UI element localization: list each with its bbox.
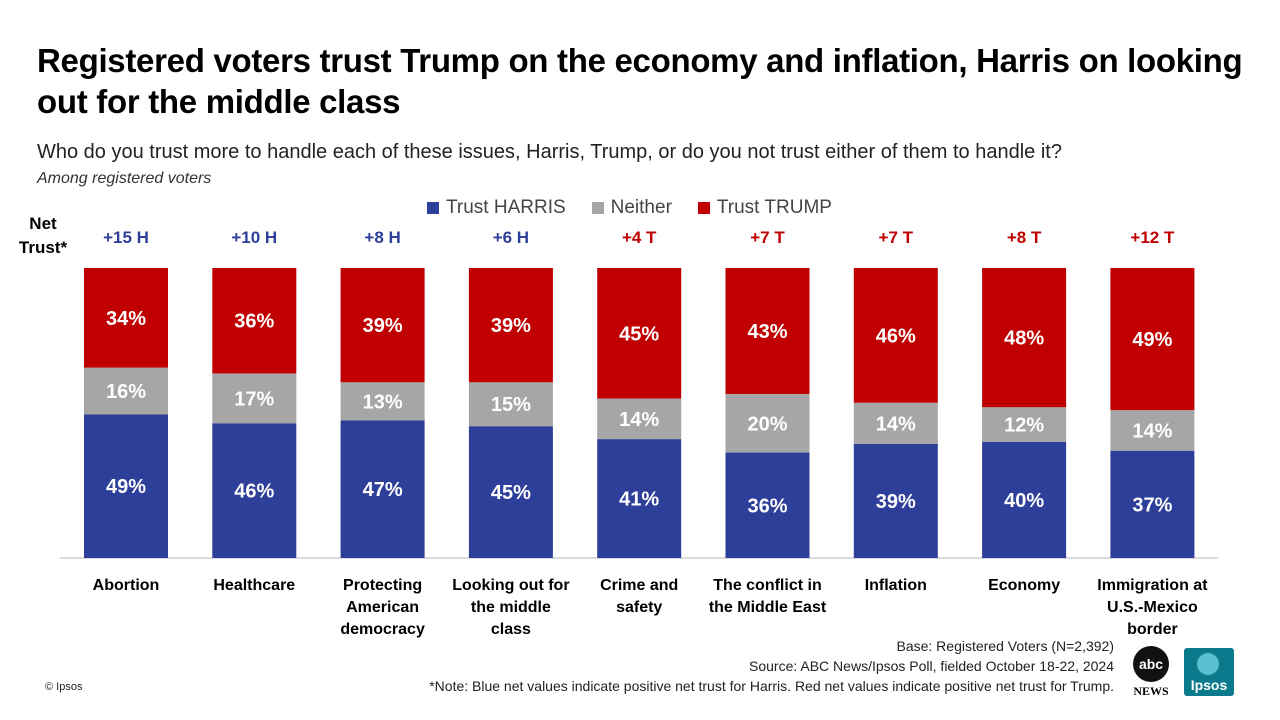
data-label-neither-3: 15% — [491, 394, 531, 416]
bar-harris-1 — [212, 423, 297, 558]
net-trust-value-0: +15 H — [103, 228, 149, 247]
bar-trump-2 — [340, 268, 425, 383]
chart-legend: Trust HARRIS Neither Trust TRUMP — [427, 196, 858, 220]
bar-neither-3 — [468, 382, 553, 427]
bar-neither-1 — [212, 373, 297, 424]
bar-harris-2 — [340, 420, 425, 558]
data-label-trump-5: 43% — [747, 321, 787, 343]
abc-logo-mark: abc — [1133, 646, 1169, 682]
footer-note: *Note: Blue net values indicate positive… — [429, 678, 1114, 694]
data-label-harris-4: 41% — [619, 489, 659, 511]
bar-harris-6 — [853, 443, 938, 558]
net-trust-value-4: +4 T — [622, 228, 657, 247]
data-label-trump-7: 48% — [1004, 328, 1044, 350]
ipsos-logo-mark — [1197, 653, 1219, 675]
legend-label-neither: Neither — [610, 197, 672, 218]
data-label-trump-8: 49% — [1132, 329, 1172, 351]
legend-swatch-neither — [591, 202, 604, 214]
data-label-harris-8: 37% — [1132, 494, 1172, 516]
bar-trump-7 — [982, 268, 1067, 408]
category-label-7: Economy — [988, 577, 1060, 594]
data-label-harris-6: 39% — [876, 491, 916, 513]
bar-neither-8 — [1110, 410, 1195, 451]
category-label-5: The conflict in the Middle East — [709, 577, 827, 616]
legend-label-trump: Trust TRUMP — [716, 197, 832, 218]
data-label-harris-3: 45% — [491, 482, 531, 504]
bar-trump-4 — [597, 268, 682, 399]
bar-harris-0 — [84, 414, 168, 558]
category-label-6: Inflation — [865, 577, 927, 594]
bar-neither-6 — [853, 402, 938, 444]
bar-neither-0 — [84, 367, 168, 415]
data-label-neither-7: 12% — [1004, 415, 1044, 437]
data-label-neither-6: 14% — [876, 413, 916, 435]
abc-logo-news: NEWS — [1133, 684, 1169, 698]
data-label-neither-4: 14% — [619, 409, 659, 431]
net-trust-value-7: +8 T — [1007, 228, 1042, 247]
population-note: Among registered voters — [37, 170, 212, 187]
data-label-trump-6: 46% — [876, 325, 916, 347]
net-trust-value-2: +8 H — [364, 228, 400, 247]
data-label-neither-1: 17% — [234, 388, 274, 410]
category-label-8: Immigration at U.S.-Mexico border — [1097, 577, 1208, 638]
data-label-neither-8: 14% — [1132, 420, 1172, 442]
category-label-1: Healthcare — [213, 577, 295, 594]
data-label-neither-2: 13% — [363, 391, 403, 413]
bar-trump-8 — [1110, 268, 1195, 411]
category-label-4: Crime and safety — [600, 577, 678, 616]
bar-neither-4 — [597, 398, 682, 440]
footer-source: Source: ABC News/Ipsos Poll, fielded Oct… — [749, 658, 1114, 674]
net-trust-value-8: +12 T — [1130, 228, 1175, 247]
bar-harris-5 — [725, 452, 810, 558]
legend-item-trump: Trust TRUMP — [697, 197, 832, 219]
data-label-trump-3: 39% — [491, 315, 531, 337]
data-label-trump-4: 45% — [619, 323, 659, 345]
category-label-2: Protecting American democracy — [340, 577, 425, 638]
data-label-harris-0: 49% — [106, 476, 146, 498]
data-label-trump-1: 36% — [234, 311, 274, 333]
legend-item-neither: Neither — [591, 197, 672, 219]
net-trust-value-1: +10 H — [231, 228, 277, 247]
net-trust-value-3: +6 H — [493, 228, 529, 247]
data-label-trump-0: 34% — [106, 308, 146, 330]
data-label-neither-0: 16% — [106, 381, 146, 403]
bar-neither-7 — [982, 407, 1067, 442]
bar-harris-7 — [982, 442, 1067, 558]
data-label-harris-2: 47% — [363, 479, 403, 501]
copyright: © Ipsos — [45, 681, 83, 693]
bar-trump-6 — [853, 268, 938, 403]
bar-harris-3 — [468, 426, 553, 558]
data-label-harris-1: 46% — [234, 481, 274, 503]
net-trust-label: Net Trust* — [18, 214, 68, 257]
legend-item-harris: Trust HARRIS — [427, 197, 566, 219]
bar-neither-5 — [725, 393, 810, 453]
ipsos-logo-text: Ipsos — [1190, 677, 1228, 693]
chart-title: Registered voters trust Trump on the eco… — [37, 42, 1243, 120]
category-label-0: Abortion — [93, 577, 160, 594]
data-label-trump-2: 39% — [363, 315, 403, 337]
legend-swatch-harris — [427, 202, 439, 214]
net-trust-value-6: +7 T — [879, 228, 914, 247]
net-trust-value-5: +7 T — [750, 228, 785, 247]
bar-harris-4 — [597, 439, 682, 558]
bar-neither-2 — [340, 382, 425, 421]
bar-trump-5 — [725, 268, 810, 394]
bar-trump-0 — [84, 268, 168, 368]
legend-label-harris: Trust HARRIS — [446, 197, 566, 218]
footer-base: Base: Registered Voters (N=2,392) — [896, 638, 1114, 654]
data-label-harris-7: 40% — [1004, 490, 1044, 512]
data-label-neither-5: 20% — [747, 413, 787, 435]
chart-subtitle: Who do you trust more to handle each of … — [37, 141, 1062, 163]
data-label-harris-5: 36% — [747, 495, 787, 517]
bar-trump-1 — [212, 268, 297, 374]
bar-harris-8 — [1110, 450, 1195, 558]
category-label-3: Looking out for the middle class — [452, 577, 569, 638]
bar-trump-3 — [468, 268, 553, 383]
abc-news-logo: abc NEWS — [1131, 646, 1171, 698]
ipsos-logo: Ipsos — [1184, 648, 1234, 696]
legend-swatch-trump — [697, 202, 710, 214]
